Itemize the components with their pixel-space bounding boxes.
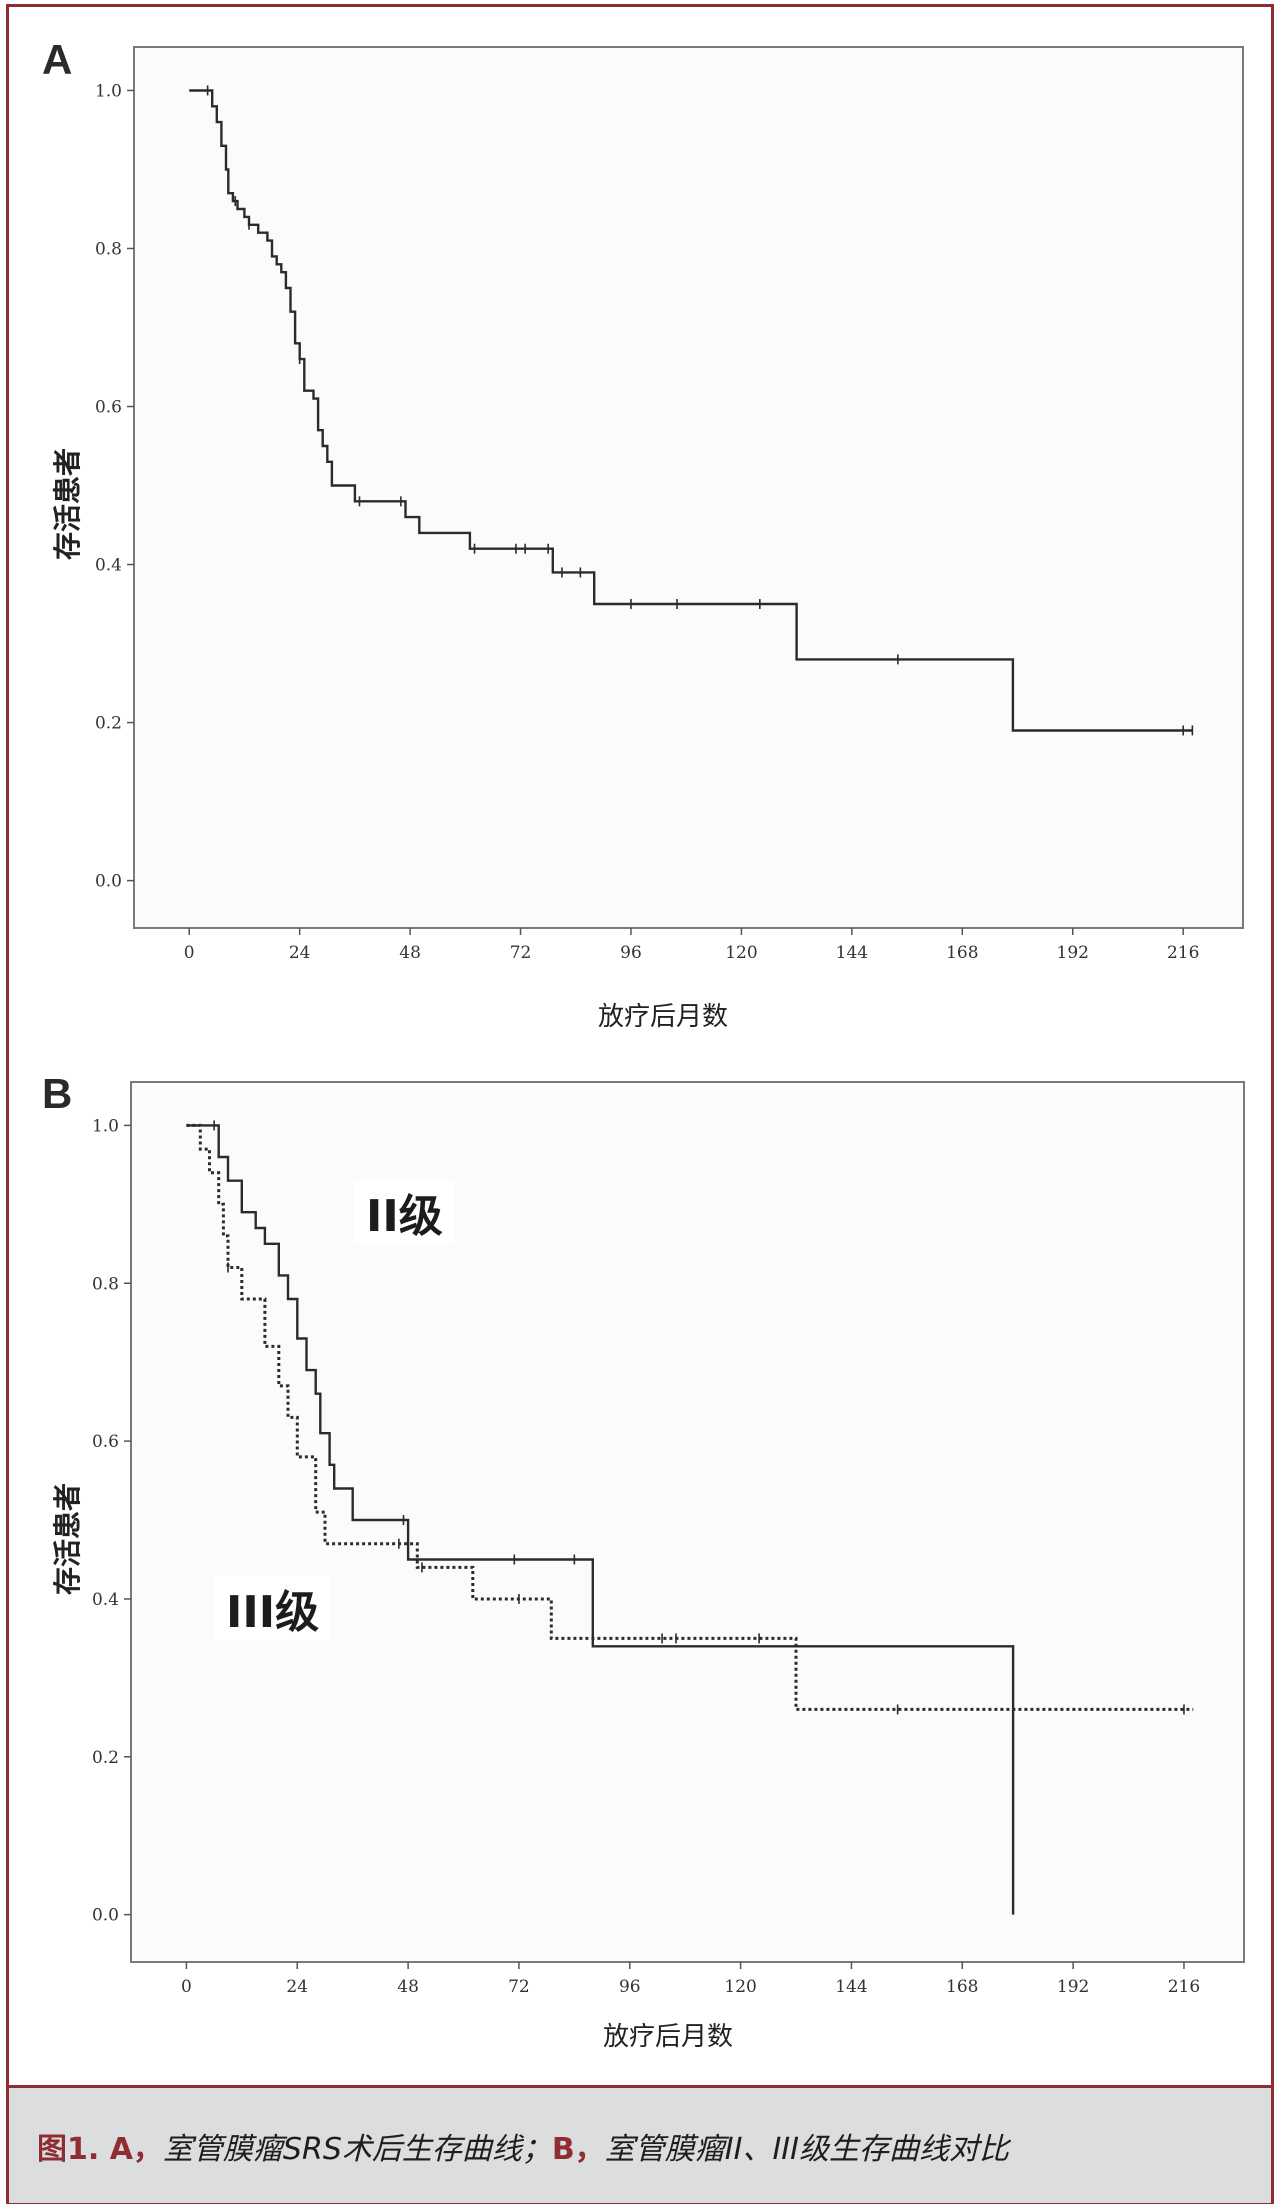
- a-x-tick-label: 192: [1057, 943, 1089, 963]
- a-x-tick-label: 0: [184, 943, 195, 963]
- a-y-tick-label: 0.6: [95, 398, 122, 418]
- panel-b-letter: B: [42, 1070, 73, 1117]
- b-y-tick-label: 0.2: [92, 1748, 119, 1768]
- b-y-tick-label: 0.4: [92, 1590, 119, 1610]
- b-x-tick-label: 216: [1168, 1977, 1200, 1997]
- a-y-tick-label: 0.2: [95, 714, 122, 734]
- caption-tag-a: 图1. A，: [37, 2132, 163, 2167]
- panel-b-x-axis-label: 放疗后月数: [603, 2022, 734, 2052]
- a-y-tick-label: 0.8: [95, 239, 122, 259]
- a-x-tick-label: 216: [1167, 943, 1199, 963]
- b-series-2-line: [186, 1123, 1194, 1711]
- caption-tag-b: B，: [551, 2132, 605, 2167]
- b-x-tick-label: 24: [286, 1977, 308, 1997]
- panel-a-y-axis-label: 存活患者: [51, 447, 84, 560]
- a-x-tick-label: 24: [289, 943, 311, 963]
- b-y-tick-label: 1.0: [92, 1116, 119, 1136]
- panel-a-x-axis-label: 放疗后月数: [598, 1002, 729, 1032]
- caption-text-a: 室管膜瘤SRS术后生存曲线；: [162, 2132, 552, 2167]
- b-x-tick-label: 96: [619, 1977, 641, 1997]
- a-x-tick-label: 168: [946, 943, 978, 963]
- b-x-tick-label: 48: [397, 1977, 419, 1997]
- a-y-tick-label: 1.0: [95, 81, 122, 101]
- b-x-tick-label: 144: [835, 1977, 867, 1997]
- b-y-tick-label: 0.0: [92, 1906, 119, 1926]
- b-x-tick-label: 120: [724, 1977, 756, 1997]
- a-x-tick-label: 48: [399, 943, 421, 963]
- b-y-tick-label: 0.6: [92, 1432, 119, 1452]
- b-y-tick-label: 0.8: [92, 1274, 119, 1294]
- a-x-tick-label: 96: [620, 943, 642, 963]
- b-x-tick-label: 0: [181, 1977, 192, 1997]
- b-x-tick-label: 72: [508, 1977, 530, 1997]
- caption-bar: 图1. A，室管膜瘤SRS术后生存曲线；B，室管膜瘤II、III级生存曲线对比: [9, 2085, 1271, 2203]
- b-x-tick-label: 168: [946, 1977, 978, 1997]
- caption-text-b: 室管膜瘤II、III级生存曲线对比: [604, 2132, 1009, 2167]
- b-plot-area: [130, 1081, 1245, 1963]
- a-y-tick-label: 0.0: [95, 872, 122, 892]
- a-x-tick-label: 144: [836, 943, 868, 963]
- a-series-1-line: [189, 89, 1193, 732]
- b-x-tick-label: 192: [1057, 1977, 1089, 1997]
- b-series-1-line: [186, 1124, 1015, 1915]
- a-x-tick-label: 120: [725, 943, 757, 963]
- panel-a-letter: A: [42, 36, 73, 83]
- survival-chart-a: 0 24 48 72 96 120 144 168 192 216 0.0 0.2 0.4 0.6 0.8 1…: [95, 46, 1244, 963]
- a-x-tick-label: 72: [510, 943, 532, 963]
- a-y-tick-label: 0.4: [95, 556, 122, 576]
- a-plot-area: [133, 46, 1244, 929]
- survival-chart-b: 0 24 48 72 96 120 144 168 192 216 0.0 0.2 0.4 0.6 0.8 1…: [92, 1081, 1245, 1997]
- grade-iii-label: III级: [214, 1576, 332, 1640]
- grade-ii-label: II级: [354, 1180, 455, 1244]
- figure-caption: 图1. A，室管膜瘤SRS术后生存曲线；B，室管膜瘤II、III级生存曲线对比: [37, 2124, 1009, 2168]
- panel-b-y-axis-label: 存活患者: [51, 1482, 84, 1595]
